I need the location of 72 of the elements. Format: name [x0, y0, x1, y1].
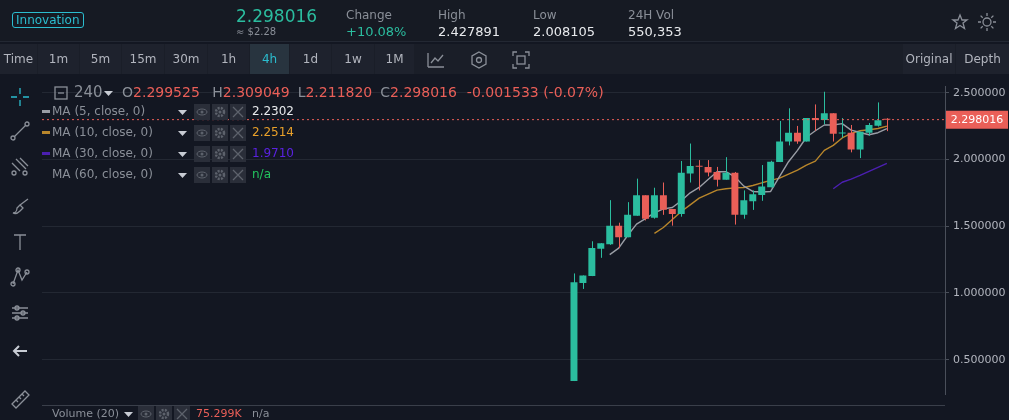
- candlestick: [615, 222, 623, 249]
- text: ≈ $2.28: [236, 26, 277, 37]
- text: 550,353: [628, 24, 682, 39]
- candlestick: [776, 120, 784, 163]
- legend-label: MA (10, close, 0): [52, 125, 153, 139]
- text: Time: [0, 44, 37, 74]
- annotation: C: [380, 84, 391, 100]
- text: n/a: [252, 407, 270, 420]
- candlestick: [659, 182, 667, 216]
- text: High: [438, 8, 466, 22]
- candlestick: [740, 189, 748, 220]
- legend-label: MA (5, close, 0): [52, 104, 146, 118]
- annotation: MA (60, close, 0): [52, 167, 153, 181]
- annotation: n/a: [252, 167, 272, 181]
- text: Low: [533, 8, 557, 22]
- text: Change: [346, 8, 392, 22]
- candlestick: [650, 187, 658, 220]
- candlestick: [820, 91, 828, 125]
- text: Original: [903, 44, 955, 74]
- candlestick: [713, 166, 721, 188]
- candlestick: [686, 143, 694, 184]
- annotation: -0.001533 (-0.07%): [466, 84, 604, 100]
- text: 75.299K: [196, 407, 242, 420]
- text: Depth: [956, 44, 1009, 74]
- annotation: O: [122, 84, 134, 100]
- text: 1m: [38, 44, 79, 74]
- candlestick: [633, 178, 641, 217]
- candlestick: [847, 124, 855, 153]
- annotation: 1.9710: [252, 146, 294, 160]
- text: 24H Vol: [628, 8, 675, 22]
- annotation: 240: [74, 83, 103, 101]
- annotation: H: [212, 84, 223, 100]
- y-tick-label: 2.000000: [953, 152, 1006, 166]
- legend-label: MA (30, close, 0): [52, 146, 153, 160]
- candlestick: [856, 131, 864, 159]
- text: 4h: [250, 44, 289, 74]
- text: Volume (20): [52, 407, 119, 420]
- ref-line-label: 2.298016: [950, 112, 1004, 126]
- text: 1h: [208, 44, 249, 74]
- annotation: 2.211820: [305, 84, 373, 100]
- text: 2.298016: [236, 6, 318, 26]
- text: 2.008105: [533, 24, 596, 39]
- text: Innovation: [12, 12, 84, 28]
- text: 1M: [375, 44, 414, 74]
- text: +10.08%: [346, 24, 407, 39]
- text: 2.427891: [438, 24, 501, 39]
- y-tick-label: 1.500000: [953, 219, 1006, 233]
- annotation: 2.2302: [252, 104, 294, 118]
- y-tick-label: 2.500000: [953, 85, 1006, 99]
- annotation: 2.299525: [133, 84, 200, 100]
- text: 1w: [332, 44, 374, 74]
- candlestick: [606, 199, 614, 246]
- candlestick: [802, 117, 810, 143]
- candlestick: [838, 117, 846, 139]
- text: 30m: [165, 44, 207, 74]
- candlestick: [758, 164, 766, 202]
- annotation: 2.298016: [390, 84, 457, 100]
- candlestick: [624, 201, 632, 238]
- candlestick: [642, 194, 649, 221]
- annotation: 2.2514: [252, 125, 294, 139]
- candlestick: [722, 156, 730, 181]
- candlestick: [749, 189, 757, 211]
- candlestick: [874, 101, 882, 128]
- candlestick: [785, 107, 793, 146]
- text: 15m: [122, 44, 164, 74]
- annotation: 2.309049: [222, 84, 290, 100]
- y-tick-label: 0.500000: [953, 352, 1006, 366]
- text: 1d: [290, 44, 331, 74]
- candlestick: [695, 159, 703, 191]
- y-tick-label: 1.000000: [953, 285, 1006, 299]
- text: 5m: [80, 44, 121, 74]
- annotation: L: [297, 84, 306, 100]
